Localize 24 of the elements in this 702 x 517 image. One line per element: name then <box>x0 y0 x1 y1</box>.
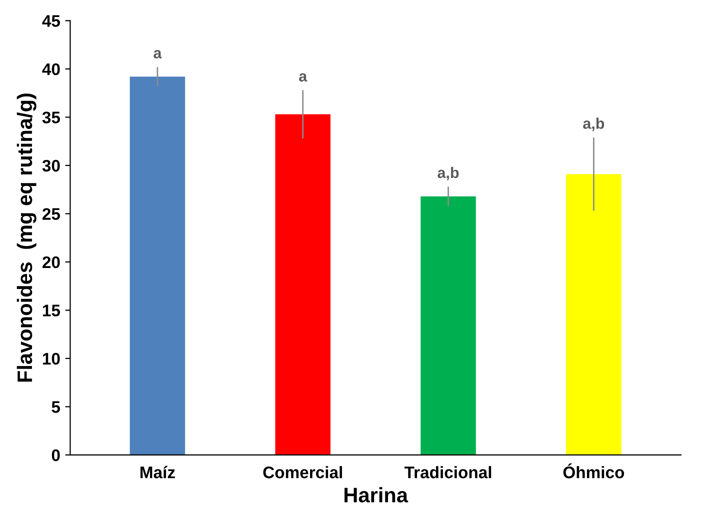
y-tick-label: 20 <box>42 256 60 268</box>
y-tick-label: 30 <box>42 160 60 172</box>
y-tick-label: 5 <box>52 401 60 413</box>
y-tick-label: 25 <box>42 208 60 220</box>
y-tick-label: 35 <box>42 112 60 124</box>
bar <box>130 76 186 455</box>
annotation: a <box>154 50 162 58</box>
x-tick-label: Tradicional <box>404 466 492 478</box>
bar <box>275 114 330 455</box>
annotation: a,b <box>583 118 604 132</box>
y-tick-label: 15 <box>42 304 60 316</box>
x-tick-label: Comercial <box>263 466 342 478</box>
bar <box>420 196 476 455</box>
annotation: a,b <box>438 166 459 180</box>
x-axis-title: Harina <box>344 487 408 502</box>
y-tick-label: 0 <box>52 449 60 462</box>
y-tick-label: 45 <box>42 15 60 27</box>
bar <box>566 174 622 455</box>
x-tick-label: Maíz <box>140 466 175 478</box>
x-tick-label: Óhmico <box>563 463 624 478</box>
y-tick-label: 40 <box>42 63 60 76</box>
y-tick-label: 10 <box>42 352 60 365</box>
annotation: a <box>299 73 308 82</box>
y-axis-title: Flavonoides (mg eq rutina/g) <box>16 94 36 382</box>
